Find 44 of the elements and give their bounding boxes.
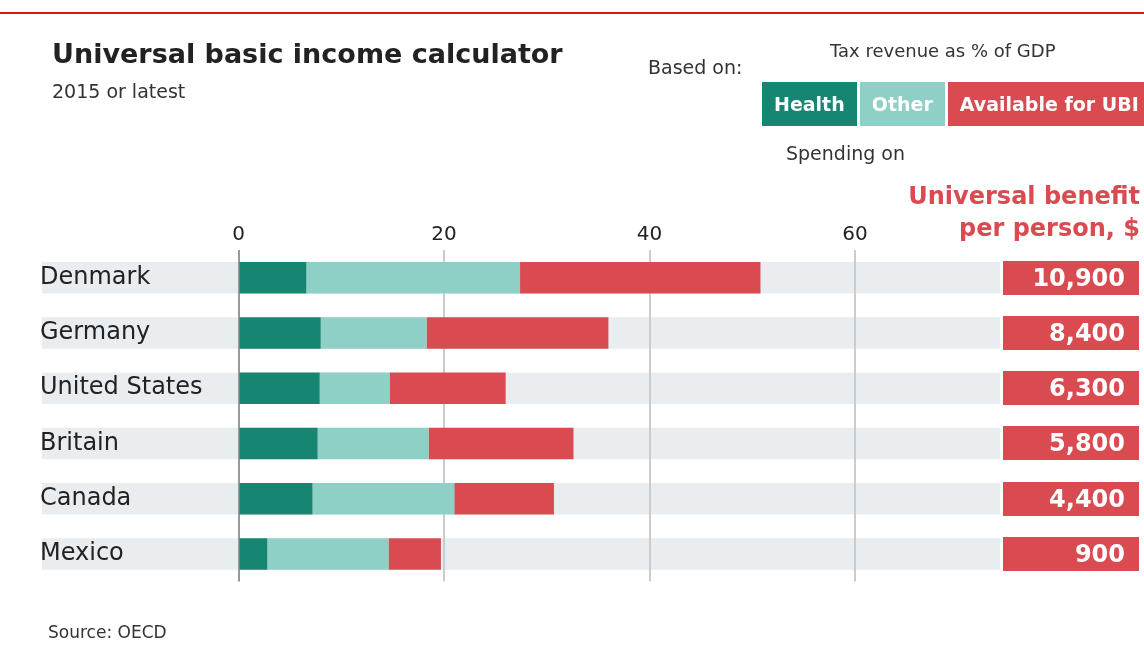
y-tick-label: Britain [40,427,119,456]
bar [267,538,389,570]
x-tick-label: 20 [431,221,457,246]
text: 5,800 [1003,426,1139,461]
bar [520,261,761,294]
x-tick-label: 0 [232,221,245,246]
bar [388,538,441,570]
y-tick-label: United States [40,372,203,401]
bar [317,427,429,460]
text: Universal benefit per person, $ [907,181,1140,244]
text: 900 [1003,536,1139,571]
bar [428,427,574,460]
text: 4,400 [1003,481,1139,516]
text: 10,900 [1003,260,1139,295]
legend-label: Health [774,82,857,126]
bar [426,317,609,349]
x-tick-label: 40 [636,221,663,246]
chart-subtitle: 2015 or latest [52,80,186,102]
bar [239,427,318,460]
bar [312,482,455,515]
bar [239,372,320,404]
bar [239,482,313,515]
bar [319,372,390,404]
legend-label: Other [871,82,945,126]
bar [239,317,321,349]
x-tick-label: 60 [842,221,868,246]
text: Based on: [648,56,743,78]
bar [389,372,506,404]
text: Tax revenue as % of GDP [830,40,1056,61]
bar [239,261,307,294]
legend-label: Available for UBI [959,82,1144,126]
bar [320,317,427,349]
y-tick-label: Denmark [40,261,151,290]
bar [454,482,554,515]
bar [239,538,268,570]
text: 8,400 [1003,315,1139,350]
y-tick-label: Canada [40,482,132,511]
chart-title: Universal basic income calculator [52,38,563,69]
text: Spending on [786,142,906,164]
source-note: Source: OECD [48,622,167,642]
bar [306,261,521,294]
text: 6,300 [1003,371,1139,406]
y-tick-label: Germany [40,317,151,346]
y-tick-label: Mexico [40,538,124,567]
